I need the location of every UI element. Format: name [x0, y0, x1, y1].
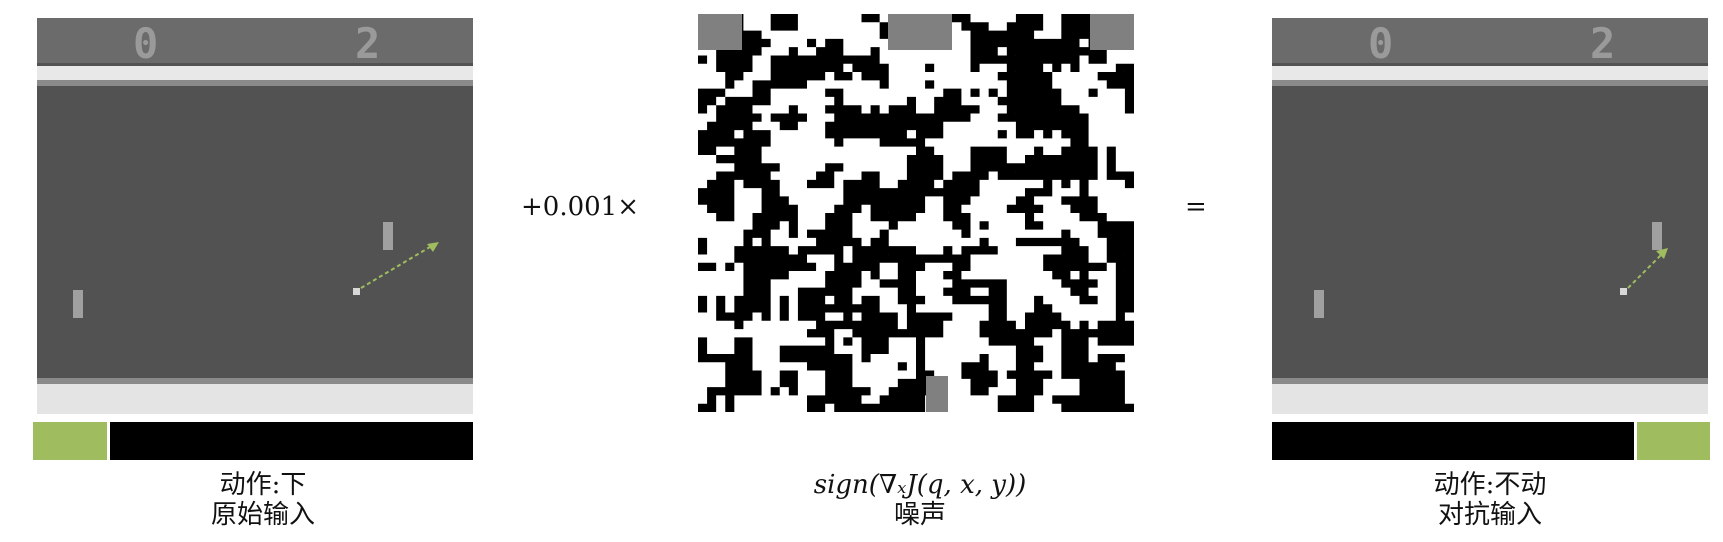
bottom-wall: [1272, 384, 1708, 414]
action-other-indicator: [1272, 422, 1634, 460]
adversarial-caption: 动作:不动 对抗输入: [1380, 470, 1600, 530]
top-wall-shadow: [37, 80, 473, 86]
adversarial-input-frame: 0 2: [1272, 18, 1708, 414]
left-paddle: [73, 290, 83, 318]
ball: [353, 288, 360, 295]
plus-operator: +0.001×: [521, 192, 640, 222]
original-input-frame: 0 2: [37, 18, 473, 414]
action-down-indicator: [33, 422, 107, 460]
right-paddle: [383, 222, 393, 250]
equals-operator: =: [1185, 192, 1207, 222]
bottom-wall-shadow: [37, 378, 473, 384]
action-other-indicator: [110, 422, 473, 460]
score-right: 2: [1590, 19, 1616, 68]
original-caption: 动作:下 原始输入: [153, 470, 373, 530]
score-left: 0: [133, 19, 159, 68]
noise-caption: sign(∇ₓJ(q, x, y)) 噪声: [780, 470, 1060, 530]
score-right: 2: [355, 19, 381, 68]
bottom-wall-shadow: [1272, 378, 1708, 384]
original-action-bar: [33, 422, 473, 460]
ball-direction-arrow-icon: [1627, 248, 1668, 289]
score-left: 0: [1368, 19, 1394, 68]
action-noop-indicator: [1637, 422, 1710, 460]
adversarial-action-label: 动作:不动: [1433, 470, 1547, 500]
ball-direction-arrow-icon: [360, 242, 439, 289]
score-bar: [37, 18, 473, 63]
left-paddle: [1314, 290, 1324, 318]
right-paddle: [1652, 222, 1662, 250]
score-bar: [1272, 18, 1708, 63]
noise-pattern: [698, 14, 1134, 412]
adversarial-action-bar: [1272, 422, 1710, 460]
original-input-label: 原始输入: [210, 500, 315, 530]
top-wall-shadow: [1272, 80, 1708, 86]
top-wall: [1272, 66, 1708, 80]
noise-formula: sign(∇ₓJ(q, x, y)): [813, 470, 1027, 500]
noise-label: 噪声: [893, 500, 946, 530]
adversarial-input-label: 对抗输入: [1437, 500, 1542, 530]
ball: [1620, 288, 1627, 295]
bottom-wall: [37, 384, 473, 414]
original-action-label: 动作:下: [219, 470, 307, 500]
top-wall: [37, 66, 473, 80]
